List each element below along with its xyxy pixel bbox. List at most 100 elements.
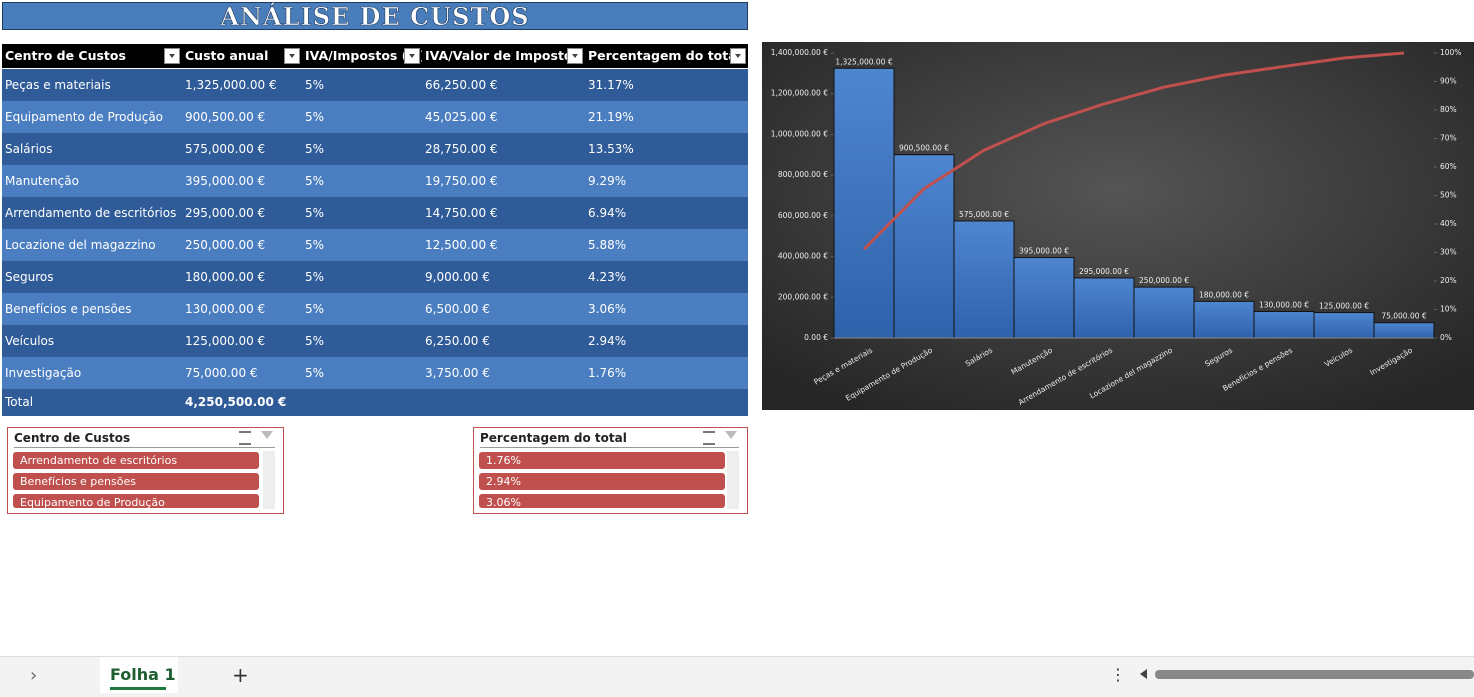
table-cell: 5% xyxy=(305,142,325,156)
table-cell: Salários xyxy=(5,142,53,156)
table-cell: 9,000.00 € xyxy=(425,270,490,284)
table-row xyxy=(2,261,748,293)
column-header: Centro de Custos xyxy=(2,44,182,68)
table-cell: 3,750.00 € xyxy=(425,366,490,380)
table-row xyxy=(2,197,748,229)
multi-select-icon[interactable] xyxy=(703,431,715,445)
column-header: Custo anual xyxy=(182,44,302,68)
table-cell: 6,250.00 € xyxy=(425,334,490,348)
table-cell: 5.88% xyxy=(588,238,627,252)
sheet-tab[interactable]: Folha 1 xyxy=(100,657,178,693)
slicer-item[interactable]: Equipamento de Produção xyxy=(13,494,259,508)
table-cell: 14,750.00 € xyxy=(425,206,498,220)
table-row xyxy=(2,101,748,133)
filter-button[interactable] xyxy=(730,48,746,64)
total-cell: 4,250,500.00 € xyxy=(185,395,287,409)
slicer-item[interactable]: 2.94% xyxy=(479,473,725,490)
table-cell: Arrendamento de escritórios xyxy=(5,206,177,220)
slicer-item[interactable]: Benefícios e pensões xyxy=(13,473,259,490)
slicer-scrollbar[interactable] xyxy=(727,451,739,509)
y-tick-label: 0.00 € xyxy=(804,333,828,342)
table-cell: 6,500.00 € xyxy=(425,302,490,316)
table-cell: Benefícios e pensões xyxy=(5,302,132,316)
table-row xyxy=(2,357,748,389)
slicer[interactable]: Percentagem do total 1.76% 2.94% 3.06% xyxy=(473,427,748,514)
table-cell: 295,000.00 € xyxy=(185,206,266,220)
bar-value-label: 575,000.00 € xyxy=(959,210,1009,219)
bar xyxy=(1013,257,1075,339)
table-cell: 5% xyxy=(305,174,325,188)
bar-value-label: 125,000.00 € xyxy=(1319,302,1369,311)
table-cell: Seguros xyxy=(5,270,54,284)
multi-select-icon[interactable] xyxy=(239,431,251,445)
bar xyxy=(1073,277,1135,339)
filter-button[interactable] xyxy=(404,48,420,64)
table-cell: 2.94% xyxy=(588,334,627,348)
slicer-item[interactable]: Arrendamento de escritórios xyxy=(13,452,259,469)
table-cell: 5% xyxy=(305,302,325,316)
bar-value-label: 295,000.00 € xyxy=(1079,267,1129,276)
bar xyxy=(893,154,955,339)
clear-filter-icon[interactable] xyxy=(261,431,273,445)
table-cell: 5% xyxy=(305,270,325,284)
table-cell: 5% xyxy=(305,366,325,380)
table-cell: 13.53% xyxy=(588,142,634,156)
tab-underline xyxy=(110,687,166,690)
bar xyxy=(833,67,895,339)
table-cell: 250,000.00 € xyxy=(185,238,266,252)
table-cell: 395,000.00 € xyxy=(185,174,266,188)
table-cell: 180,000.00 € xyxy=(185,270,266,284)
scroll-left[interactable] xyxy=(1140,669,1147,679)
bar xyxy=(1313,312,1375,339)
table-cell: 900,500.00 € xyxy=(185,110,266,124)
filter-button[interactable] xyxy=(567,48,583,64)
bar-value-label: 250,000.00 € xyxy=(1139,276,1189,285)
slicer-scrollbar[interactable] xyxy=(263,451,275,509)
pareto-chart: 0.00 € 200,000.00 € 400,000.00 € 600,000.00… xyxy=(762,42,1474,410)
bar xyxy=(1133,286,1195,339)
bar-value-label: 1,325,000.00 € xyxy=(835,57,892,66)
total-cell: Total xyxy=(5,395,34,409)
table-cell: Peças e materiais xyxy=(5,78,111,92)
table-row xyxy=(2,229,748,261)
table-cell: 75,000.00 € xyxy=(185,366,258,380)
horizontal-scrollbar[interactable] xyxy=(1155,670,1474,679)
add-sheet-button[interactable]: + xyxy=(232,663,249,687)
y2-tick-label: 70% xyxy=(1440,134,1457,143)
table-row xyxy=(2,293,748,325)
table-cell: 9.29% xyxy=(588,174,627,188)
bar xyxy=(1193,300,1255,339)
filter-button[interactable] xyxy=(164,48,180,64)
y-tick-label: 200,000.00 € xyxy=(778,292,828,301)
y2-tick-label: 50% xyxy=(1440,191,1457,200)
table-row xyxy=(2,165,748,197)
y2-tick-label: 30% xyxy=(1440,248,1457,257)
bar xyxy=(1253,311,1315,339)
table-cell: 5% xyxy=(305,206,325,220)
clear-filter-icon[interactable] xyxy=(725,431,737,445)
table-cell: Locazione del magazzino xyxy=(5,238,156,252)
bar-value-label: 180,000.00 € xyxy=(1199,290,1249,299)
more-button[interactable]: ⋮ xyxy=(1110,665,1126,684)
table-cell: 66,250.00 € xyxy=(425,78,498,92)
table-cell: 3.06% xyxy=(588,302,627,316)
table-row xyxy=(2,325,748,357)
table-cell: 5% xyxy=(305,78,325,92)
table-row xyxy=(2,133,748,165)
scroll-tabs-button[interactable]: › xyxy=(30,665,38,686)
slicer-item[interactable]: 1.76% xyxy=(479,452,725,469)
y2-tick-label: 10% xyxy=(1440,305,1457,314)
table-cell: 12,500.00 € xyxy=(425,238,498,252)
y-tick-label: 1,000,000.00 € xyxy=(771,129,828,138)
filter-button[interactable] xyxy=(284,48,300,64)
slicer-item[interactable]: 3.06% xyxy=(479,494,725,508)
sheet-tab-label: Folha 1 xyxy=(110,665,176,684)
table-cell: 19,750.00 € xyxy=(425,174,498,188)
column-header: IVA/Valor de Impostos xyxy=(422,44,585,68)
y2-tick-label: 90% xyxy=(1440,77,1457,86)
table-row xyxy=(2,69,748,101)
slicer[interactable]: Centro de Custos Arrendamento de escritór… xyxy=(7,427,284,514)
table-cell: Investigação xyxy=(5,366,82,380)
table-cell: 21.19% xyxy=(588,110,634,124)
